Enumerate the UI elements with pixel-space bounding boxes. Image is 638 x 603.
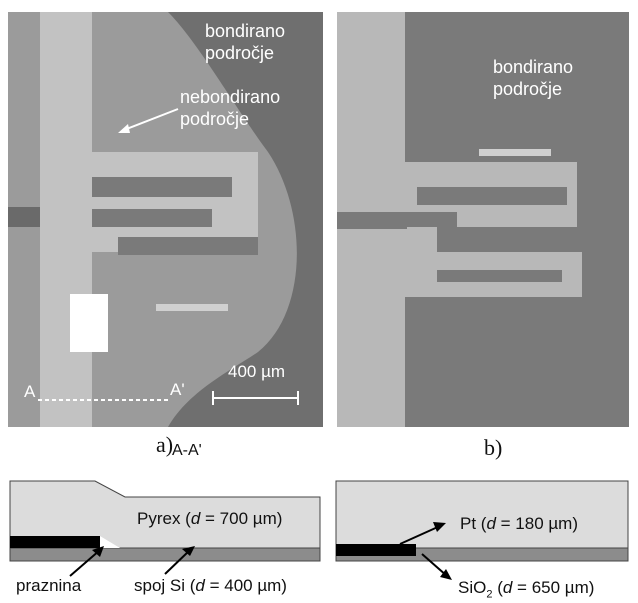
pyrex-label: Pyrex (d = 700 µm): [137, 509, 283, 528]
panel-a-unbonded-label: nebondirano področje: [180, 87, 281, 129]
micrograph-a-drawing: [8, 12, 299, 427]
gap-label: praznina: [16, 576, 82, 595]
section-label: A-A': [172, 442, 202, 459]
scale-bar-label: 400 µm: [228, 362, 286, 381]
panel-b-bonded-label: bondirano področje: [493, 57, 574, 99]
caption-b: b): [484, 435, 503, 460]
pt-label: Pt (d = 180 µm): [460, 514, 578, 533]
sio2-label: SiO2 (d = 650 µm): [458, 578, 595, 601]
micrograph-a: [8, 12, 323, 427]
point-a-prime-label: A': [170, 380, 185, 399]
point-a-label: A: [24, 382, 36, 401]
caption-a: a): [156, 432, 174, 457]
joint-label: spoj Si (d = 400 µm): [134, 576, 287, 595]
micrograph-b: [337, 12, 629, 427]
micrograph-b-drawing: [337, 12, 582, 427]
panel-a-bonded-label: bondirano področje: [205, 21, 286, 63]
